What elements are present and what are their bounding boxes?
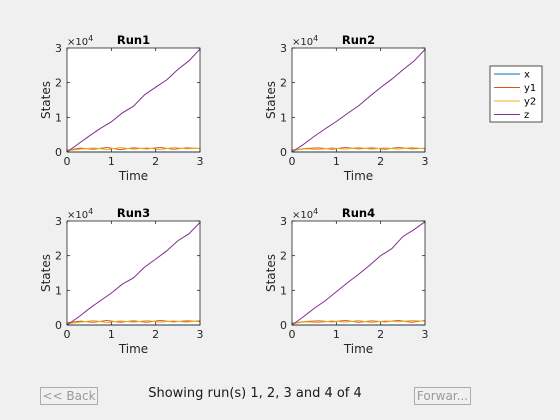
y-axis-label: States — [39, 81, 53, 119]
y-tick-label: 3 — [280, 42, 287, 55]
x-tick-label: 1 — [333, 328, 340, 341]
plot-area — [292, 48, 425, 152]
x-axis-label: Time — [343, 169, 373, 183]
x-tick-label: 3 — [422, 155, 429, 168]
series-line-z — [66, 48, 201, 153]
y-axis-label: States — [39, 254, 53, 292]
x-tick-label: 3 — [197, 155, 204, 168]
y-tick-label: 1 — [55, 284, 62, 297]
series-line-y1 — [291, 146, 426, 151]
y-axis-label: States — [264, 254, 278, 292]
back-button[interactable]: << Back — [40, 387, 98, 405]
legend-label-z: z — [524, 110, 529, 121]
subplot-title: Run1 — [117, 33, 150, 47]
series-line-y2 — [66, 146, 201, 152]
axes-box — [291, 47, 426, 153]
plot-area — [292, 221, 425, 325]
y-tick-label: 2 — [280, 77, 287, 90]
x-tick-label: 0 — [289, 155, 296, 168]
y-tick-label: 1 — [280, 111, 287, 124]
series-line-z — [66, 222, 201, 326]
x-tick-label: 3 — [197, 328, 204, 341]
subplot-3: 0 1 2 3 0 1 2 3 ×104 Run3 Time States — [39, 206, 204, 356]
subplot-title: Run2 — [342, 33, 375, 47]
x-tick-label: 0 — [64, 155, 71, 168]
series-line-z — [291, 49, 426, 153]
x-tick-label: 2 — [152, 155, 159, 168]
legend-box — [489, 65, 543, 123]
y-tick-label: 1 — [280, 284, 287, 297]
plot-area — [67, 221, 200, 325]
y-tick-label: 0 — [55, 146, 62, 159]
x-axis-label: Time — [343, 342, 373, 356]
x-tick-label: 2 — [377, 328, 384, 341]
x-axis-label: Time — [118, 169, 148, 183]
legend-label-y1: y1 — [524, 83, 536, 94]
axes-box — [66, 47, 201, 153]
x-tick-label: 0 — [64, 328, 71, 341]
y-tick-label: 0 — [55, 319, 62, 332]
y-tick-label: 2 — [55, 77, 62, 90]
x-tick-label: 0 — [289, 328, 296, 341]
y-tick-label: 2 — [280, 250, 287, 263]
subplot-title: Run3 — [117, 206, 150, 220]
forward-button[interactable]: Forwar... — [414, 387, 471, 405]
subplot-1: 0 1 2 3 0 1 2 3 ×104 Run1 Time States — [39, 33, 204, 183]
axes-box — [66, 220, 201, 326]
series-line-y2 — [66, 319, 201, 325]
x-axis-label: Time — [118, 342, 148, 356]
subplot-title: Run4 — [342, 206, 375, 220]
subplot-4: 0 1 2 3 0 1 2 3 ×104 Run4 Time States — [264, 206, 429, 356]
x-tick-label: 2 — [152, 328, 159, 341]
y-tick-label: 2 — [55, 250, 62, 263]
legend: x y1 y2 z — [489, 65, 543, 123]
series-line-y2 — [291, 146, 426, 152]
y-tick-label: 3 — [55, 42, 62, 55]
legend-label-y2: y2 — [524, 97, 536, 108]
y-tick-label: 0 — [280, 319, 287, 332]
x-tick-label: 3 — [422, 328, 429, 341]
y-tick-label: 3 — [55, 215, 62, 228]
series-line-y2 — [291, 319, 426, 325]
plot-area — [67, 48, 200, 152]
axes-box — [291, 220, 426, 326]
y-tick-label: 1 — [55, 111, 62, 124]
y-exponent-label: ×104 — [67, 207, 93, 221]
figure: 0 1 2 3 0 1 2 3 ×104 Run1 Time States 0 1 2 3 0 1 2 3 ×104 Ru… — [39, 33, 543, 356]
x-tick-label: 1 — [108, 328, 115, 341]
y-exponent-label: ×104 — [67, 34, 93, 48]
x-tick-label: 1 — [333, 155, 340, 168]
x-tick-label: 1 — [108, 155, 115, 168]
y-axis-label: States — [264, 81, 278, 119]
y-exponent-label: ×104 — [292, 207, 318, 221]
series-line-y1 — [66, 146, 201, 151]
x-tick-label: 2 — [377, 155, 384, 168]
legend-label-x: x — [524, 70, 530, 81]
status-text: Showing run(s) 1, 2, 3 and 4 of 4 — [148, 386, 362, 401]
subplot-2: 0 1 2 3 0 1 2 3 ×104 Run2 Time States — [264, 33, 429, 183]
y-tick-label: 0 — [280, 146, 287, 159]
y-exponent-label: ×104 — [292, 34, 318, 48]
series-line-z — [291, 221, 426, 326]
y-tick-label: 3 — [280, 215, 287, 228]
